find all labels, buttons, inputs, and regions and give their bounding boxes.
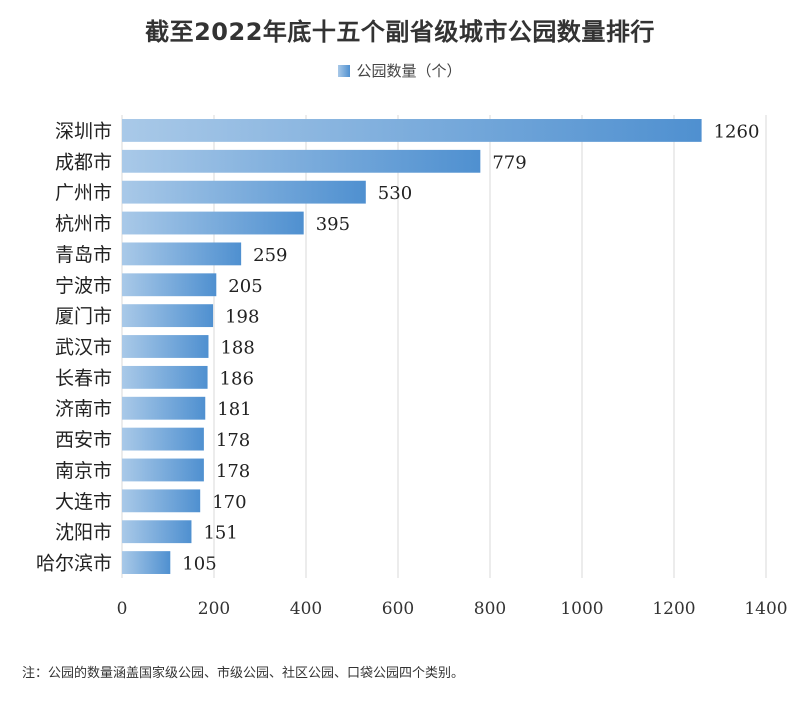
data-label: 178 bbox=[216, 430, 250, 451]
category-label: 大连市 bbox=[55, 491, 112, 513]
x-tick-label: 800 bbox=[474, 599, 506, 619]
category-label: 长春市 bbox=[55, 367, 112, 389]
x-tick-label: 0 bbox=[117, 599, 128, 619]
category-label: 哈尔滨市 bbox=[36, 553, 112, 575]
data-label: 530 bbox=[378, 183, 412, 204]
x-tick-label: 1000 bbox=[560, 599, 603, 619]
data-label: 186 bbox=[220, 368, 254, 389]
category-label: 西安市 bbox=[55, 429, 112, 451]
category-label: 广州市 bbox=[55, 182, 112, 204]
bar bbox=[122, 149, 481, 173]
data-label: 181 bbox=[217, 399, 251, 420]
category-label: 青岛市 bbox=[55, 244, 112, 266]
category-label: 成都市 bbox=[55, 151, 112, 173]
legend: 公园数量（个） bbox=[0, 60, 800, 81]
footnote: 注：公园的数量涵盖国家级公园、市级公园、社区公园、口袋公园四个类别。 bbox=[22, 666, 465, 681]
data-label: 259 bbox=[253, 245, 287, 266]
category-label: 南京市 bbox=[55, 460, 112, 482]
bar bbox=[122, 273, 217, 297]
bar bbox=[122, 242, 242, 266]
category-label: 杭州市 bbox=[55, 213, 112, 235]
bar bbox=[122, 365, 208, 389]
data-label: 198 bbox=[225, 307, 259, 328]
category-label: 武汉市 bbox=[55, 337, 112, 359]
data-label: 178 bbox=[216, 461, 250, 482]
category-label: 沈阳市 bbox=[55, 522, 112, 544]
bar bbox=[122, 458, 204, 482]
bar bbox=[122, 211, 304, 235]
bar bbox=[122, 396, 206, 420]
data-label: 395 bbox=[316, 214, 350, 235]
legend-swatch bbox=[338, 64, 351, 77]
data-label: 1260 bbox=[714, 121, 760, 142]
bar bbox=[122, 551, 171, 574]
data-label: 151 bbox=[203, 523, 237, 544]
category-label: 厦门市 bbox=[55, 306, 112, 328]
x-tick-label: 1200 bbox=[652, 599, 695, 619]
x-tick-label: 600 bbox=[382, 599, 414, 619]
x-tick-label: 200 bbox=[198, 599, 230, 619]
category-label: 宁波市 bbox=[55, 275, 112, 297]
data-label: 188 bbox=[220, 338, 254, 359]
bar bbox=[122, 119, 702, 142]
data-label: 205 bbox=[228, 276, 262, 297]
bars bbox=[122, 119, 702, 574]
bar bbox=[122, 427, 204, 451]
x-tick-label: 1400 bbox=[744, 599, 787, 619]
legend-label: 公园数量（个） bbox=[356, 62, 462, 80]
bar bbox=[122, 335, 209, 358]
data-label: 105 bbox=[182, 554, 216, 575]
bar bbox=[122, 180, 366, 204]
x-tick-label: 400 bbox=[290, 599, 322, 619]
bar bbox=[122, 489, 201, 513]
labels: 0 200 400 600 800 1000 1200 1400 深圳市 1260 成都市 779 广州… bbox=[36, 120, 788, 619]
chart-title: 截至2022年底十五个副省级城市公园数量排行 bbox=[145, 18, 655, 46]
bar bbox=[122, 304, 214, 328]
bar bbox=[122, 520, 192, 544]
category-label: 深圳市 bbox=[55, 120, 112, 142]
data-label: 170 bbox=[212, 492, 246, 513]
data-label: 779 bbox=[492, 152, 526, 173]
category-label: 济南市 bbox=[55, 398, 112, 420]
